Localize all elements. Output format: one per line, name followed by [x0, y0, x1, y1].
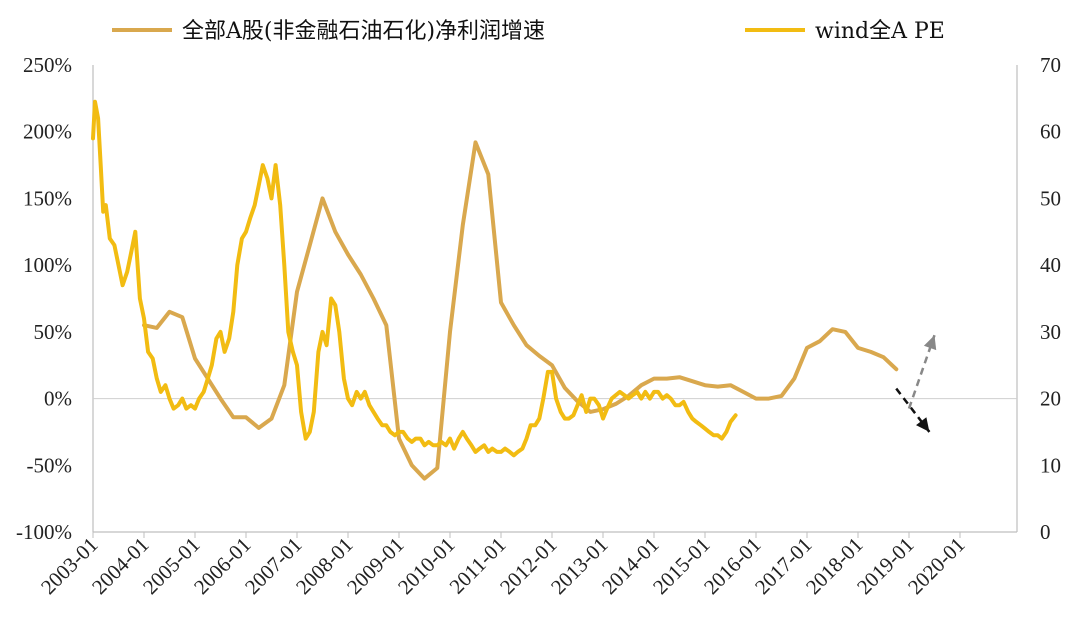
annotation-layer — [895, 334, 937, 433]
y-left-tick-label: 250% — [23, 53, 72, 77]
series-line-pe — [91, 99, 738, 458]
y-right-tick-label: 50 — [1040, 186, 1061, 210]
legend-label-profit-growth: 全部A股(非金融石油石化)净利润增速 — [182, 19, 545, 44]
x-tick-label: 2004-01 — [87, 533, 153, 599]
legend-item-pe: wind全A PE — [745, 19, 945, 44]
series-line-profit-growth — [142, 140, 899, 481]
x-tick-label: 2009-01 — [342, 533, 408, 599]
x-tick-label: 2010-01 — [393, 533, 459, 599]
y-right-tick-label: 70 — [1040, 53, 1061, 77]
x-tick-label: 2019-01 — [852, 533, 918, 599]
series-layer — [91, 99, 899, 481]
x-tick-label: 2008-01 — [291, 533, 357, 599]
arrow-head — [916, 417, 930, 432]
x-tick-label: 2020-01 — [903, 533, 969, 599]
y-left-tick-label: 50% — [34, 320, 73, 344]
x-tick-label: 2012-01 — [495, 533, 561, 599]
y-right-tick-label: 30 — [1040, 320, 1061, 344]
y-left-tick-label: 100% — [23, 253, 72, 277]
y-left-tick-label: -100% — [16, 520, 72, 544]
x-tick-label: 2007-01 — [240, 533, 306, 599]
trend-arrow-down — [895, 387, 931, 433]
y-left-tick-label: 150% — [23, 186, 72, 210]
y-right-tick-label: 40 — [1040, 253, 1061, 277]
arrow-head — [923, 335, 937, 351]
x-tick-label: 2018-01 — [801, 533, 867, 599]
legend: 全部A股(非金融石油石化)净利润增速 wind全A PE — [112, 19, 945, 44]
y-right-tick-label: 20 — [1040, 387, 1061, 411]
y-left-tick-label: 200% — [23, 120, 72, 144]
x-tick-label: 2005-01 — [138, 533, 204, 599]
y-left-tick-label: -50% — [27, 453, 73, 477]
x-tick-label: 2017-01 — [750, 533, 816, 599]
x-tick-label: 2014-01 — [597, 533, 663, 599]
x-tick-label: 2013-01 — [546, 533, 612, 599]
x-tick-label: 2016-01 — [699, 533, 765, 599]
y-right-tick-label: 0 — [1040, 520, 1051, 544]
arrow-shaft — [895, 387, 931, 433]
trend-arrow-up — [907, 334, 937, 409]
y-right-tick-label: 60 — [1040, 120, 1061, 144]
x-tick-label: 2006-01 — [189, 533, 255, 599]
y-left-tick-label: 0% — [44, 387, 72, 411]
x-tick-label: 2015-01 — [648, 533, 714, 599]
legend-item-profit-growth: 全部A股(非金融石油石化)净利润增速 — [112, 19, 545, 44]
legend-label-pe: wind全A PE — [815, 19, 945, 44]
y-right-tick-label: 10 — [1040, 453, 1061, 477]
axes: -100% -50% 0% 50% 100% 150% 200% 250% 0 10 20 30 40 5… — [16, 53, 1061, 599]
